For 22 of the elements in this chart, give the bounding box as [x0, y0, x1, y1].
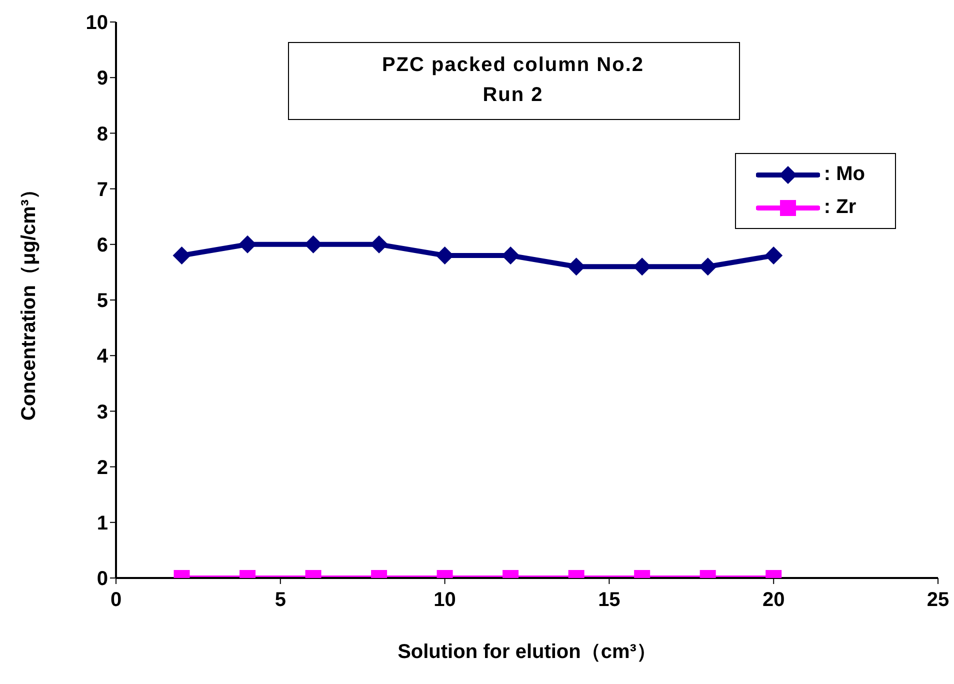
y-tick-label: 1 — [96, 512, 108, 534]
y-tick-label: 7 — [96, 178, 108, 201]
y-tick-label: 3 — [96, 401, 108, 424]
legend-label: : Mo — [824, 163, 865, 186]
text: Run 2 — [482, 83, 544, 108]
x-tick-label: 15 — [598, 589, 620, 612]
y-tick-label: 0 — [96, 568, 108, 590]
y-tick-label: 8 — [96, 123, 108, 146]
text: PZC packed column No.2 — [380, 53, 646, 78]
y-tick-label: 6 — [96, 234, 108, 256]
x-axis-title: Solution for elution（cm³） — [398, 641, 656, 663]
y-tick-label: 10 — [86, 12, 108, 34]
y-tick-label: 5 — [96, 290, 108, 312]
legend-label: : Zr — [824, 196, 856, 219]
x-tick-label: 25 — [926, 589, 950, 612]
y-tick-label: 2 — [96, 456, 108, 479]
x-tick-label: 20 — [762, 589, 785, 612]
y-tick-label: 9 — [96, 68, 108, 90]
x-tick-label: 5 — [274, 589, 286, 612]
x-tick-label: 10 — [434, 589, 456, 612]
y-tick-label: 4 — [96, 346, 109, 368]
y-axis-title: Concentration（μg/cm³） — [18, 179, 40, 421]
